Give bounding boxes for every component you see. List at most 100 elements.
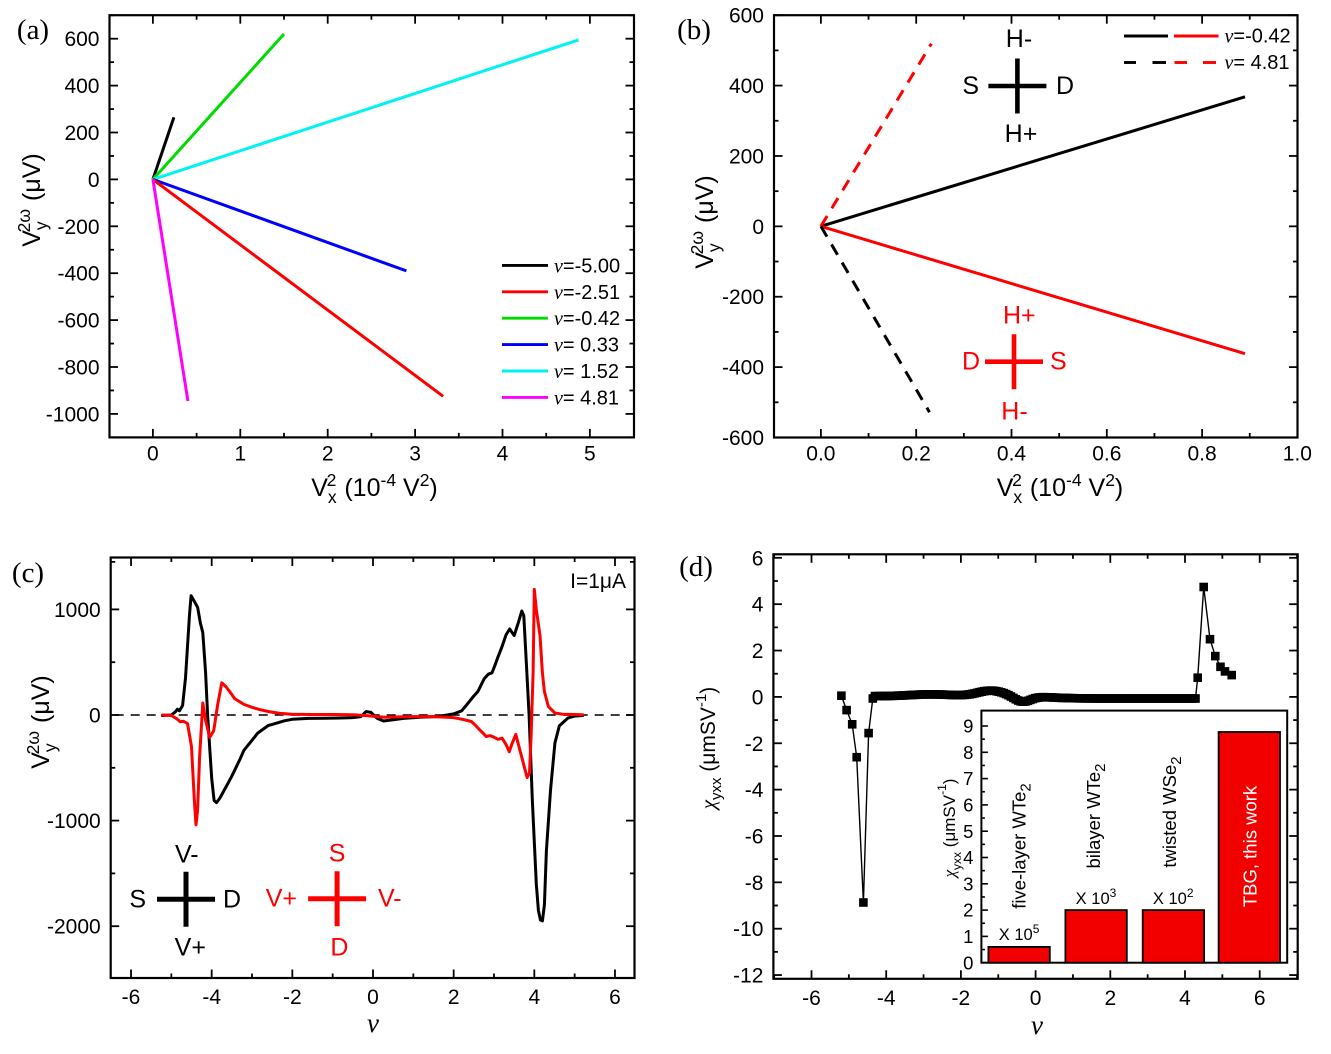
svg-text:4: 4: [528, 986, 540, 1009]
svg-text:H-: H-: [1006, 25, 1032, 53]
svg-text:6: 6: [752, 547, 764, 570]
svg-text:-6: -6: [802, 987, 821, 1010]
svg-text:0: 0: [89, 705, 101, 728]
svg-text:400: 400: [64, 75, 99, 98]
svg-text:H+: H+: [1005, 120, 1038, 148]
svg-text:-4: -4: [877, 987, 896, 1010]
svg-text:2: 2: [963, 900, 973, 921]
svg-text:0.6: 0.6: [1092, 443, 1121, 466]
svg-text:V-: V-: [175, 841, 199, 869]
svg-text:600: 600: [64, 28, 99, 51]
svg-text:2: 2: [448, 986, 460, 1009]
svg-text:D: D: [1056, 72, 1074, 100]
svg-text:0.2: 0.2: [902, 443, 931, 466]
svg-text:1.0: 1.0: [1283, 443, 1312, 466]
svg-text:2: 2: [322, 442, 334, 465]
svg-text:1000: 1000: [54, 599, 101, 622]
svg-text:(b): (b): [677, 14, 711, 46]
svg-text:ν: ν: [1031, 1010, 1043, 1040]
svg-text:ν= 0.33: ν= 0.33: [554, 335, 619, 357]
svg-text:-800: -800: [57, 357, 99, 380]
svg-text:ν=-0.42: ν=-0.42: [1225, 26, 1291, 48]
svg-text:-2: -2: [952, 987, 971, 1010]
svg-text:-4: -4: [202, 986, 221, 1009]
svg-text:-12: -12: [733, 965, 763, 988]
svg-text:-400: -400: [722, 357, 764, 380]
svg-text:X 102: X 102: [1153, 886, 1194, 908]
svg-text:-600: -600: [722, 427, 764, 450]
svg-text:1: 1: [963, 926, 973, 947]
svg-text:5: 5: [963, 821, 973, 842]
svg-text:6: 6: [963, 795, 973, 816]
svg-text:0: 0: [147, 442, 159, 465]
svg-text:200: 200: [729, 145, 764, 168]
svg-text:0: 0: [367, 986, 379, 1009]
svg-text:0: 0: [752, 686, 764, 709]
svg-text:D: D: [962, 348, 980, 376]
svg-text:Vy2ω (μV): Vy2ω (μV): [23, 675, 60, 769]
svg-text:1: 1: [234, 442, 246, 465]
svg-text:3: 3: [963, 873, 973, 894]
svg-text:-6: -6: [745, 825, 764, 848]
svg-text:0: 0: [88, 169, 100, 192]
svg-text:400: 400: [729, 75, 764, 98]
svg-text:(c): (c): [12, 557, 44, 589]
svg-text:0.4: 0.4: [997, 443, 1027, 466]
svg-text:-600: -600: [57, 310, 99, 333]
svg-text:-2000: -2000: [47, 916, 101, 939]
svg-text:ν=-5.00: ν=-5.00: [554, 255, 620, 277]
svg-text:X 103: X 103: [1076, 886, 1117, 908]
svg-text:7: 7: [963, 768, 973, 789]
svg-text:-8: -8: [745, 872, 764, 895]
svg-text:6: 6: [609, 986, 621, 1009]
svg-text:V+: V+: [175, 934, 206, 962]
svg-text:600: 600: [729, 5, 764, 28]
svg-text:H-: H-: [1001, 398, 1027, 426]
svg-text:ν= 4.81: ν= 4.81: [1225, 52, 1290, 74]
svg-text:4: 4: [497, 442, 509, 465]
svg-text:-6: -6: [122, 986, 141, 1009]
svg-text:0: 0: [752, 216, 764, 239]
svg-text:-4: -4: [745, 779, 764, 802]
svg-text:V+: V+: [266, 885, 297, 913]
svg-text:-2: -2: [283, 986, 302, 1009]
svg-text:-10: -10: [733, 918, 763, 941]
svg-text:S: S: [129, 885, 146, 913]
svg-text:2: 2: [752, 640, 764, 663]
svg-text:4: 4: [1179, 987, 1191, 1010]
svg-text:-2: -2: [745, 733, 764, 756]
svg-text:Vy2ω (μV): Vy2ω (μV): [687, 175, 724, 269]
svg-text:-200: -200: [57, 216, 99, 239]
svg-text:(d): (d): [679, 551, 713, 583]
svg-text:-1000: -1000: [47, 810, 101, 833]
svg-text:ν= 4.81: ν= 4.81: [554, 387, 619, 409]
svg-text:V-: V-: [378, 885, 402, 913]
svg-text:ν=-0.42: ν=-0.42: [554, 308, 620, 330]
svg-text:-1000: -1000: [46, 403, 100, 426]
svg-text:Vy2ω (μV): Vy2ω (μV): [14, 153, 51, 247]
svg-text:χyxx (μmSV-1): χyxx (μmSV-1): [693, 687, 725, 812]
svg-text:0: 0: [963, 952, 973, 973]
svg-text:S: S: [962, 72, 979, 100]
svg-text:S: S: [1050, 348, 1067, 376]
svg-text:8: 8: [963, 742, 973, 763]
svg-text:S: S: [329, 839, 346, 867]
svg-text:0.0: 0.0: [806, 443, 835, 466]
svg-text:9: 9: [963, 716, 973, 737]
svg-text:200: 200: [64, 122, 99, 145]
svg-text:0.8: 0.8: [1187, 443, 1216, 466]
svg-text:-400: -400: [57, 263, 99, 286]
svg-text:5: 5: [584, 442, 596, 465]
svg-text:D: D: [223, 885, 241, 913]
svg-text:ν= 1.52: ν= 1.52: [554, 361, 619, 383]
svg-text:4: 4: [752, 594, 764, 617]
svg-text:X 105: X 105: [999, 922, 1040, 944]
svg-text:6: 6: [1254, 987, 1266, 1010]
svg-text:I=1μA: I=1μA: [570, 570, 626, 593]
svg-text:Vx2 (10-4 V2): Vx2 (10-4 V2): [997, 470, 1124, 507]
svg-text:H+: H+: [1003, 302, 1036, 330]
svg-text:3: 3: [409, 442, 421, 465]
svg-text:(a): (a): [17, 14, 49, 46]
svg-text:2: 2: [1104, 987, 1116, 1010]
svg-text:D: D: [330, 934, 348, 962]
